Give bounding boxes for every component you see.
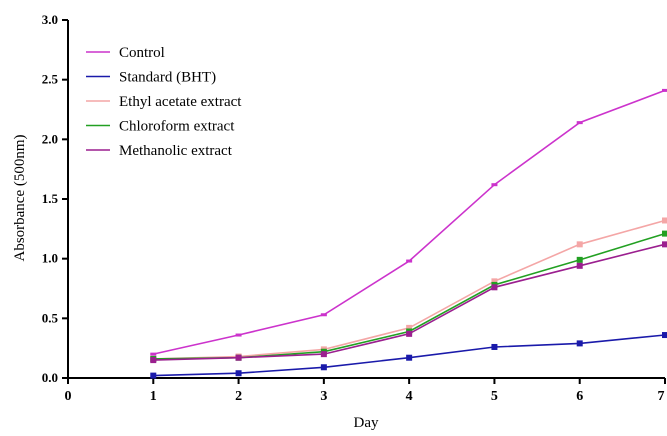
data-point	[576, 262, 583, 269]
data-point	[662, 217, 667, 224]
data-point	[320, 313, 327, 317]
x-axis-ticks: 0 1 2 3 4 5 6 7	[65, 378, 666, 404]
data-point	[491, 278, 498, 285]
y-tick-label: 2.0	[42, 131, 58, 146]
legend-item: Standard (BHT)	[86, 70, 216, 86]
data-point	[406, 330, 413, 337]
series-line	[153, 219, 666, 360]
legend-label: Control	[119, 45, 165, 61]
data-point	[662, 230, 667, 237]
series-standard-bht	[150, 332, 667, 379]
data-point	[662, 332, 667, 339]
data-point	[406, 354, 413, 361]
x-tick-label: 3	[320, 389, 327, 404]
y-tick-label: 2.5	[42, 72, 59, 87]
y-axis-ticks: 0.0 0.5 1.0 1.5 2.0 2.5 3.0	[42, 12, 68, 385]
legend-label: Methanolic extract	[119, 143, 233, 159]
data-point	[576, 340, 583, 347]
x-tick-label: 2	[235, 389, 242, 404]
legend-label: Ethyl acetate extract	[119, 94, 242, 110]
y-tick-label: 3.0	[42, 12, 58, 27]
data-point	[150, 357, 157, 364]
data-point	[235, 333, 242, 337]
data-point	[491, 343, 498, 350]
data-point	[406, 324, 413, 331]
data-point	[576, 256, 583, 263]
legend-label: Chloroform extract	[119, 119, 235, 135]
y-tick-label: 0.5	[42, 310, 59, 325]
series-control	[150, 88, 667, 356]
legend-label: Standard (BHT)	[119, 70, 216, 86]
x-tick-label: 5	[491, 389, 498, 404]
legend-item: Chloroform extract	[86, 119, 235, 135]
data-point	[150, 372, 157, 379]
data-point	[576, 121, 583, 125]
legend: Control Standard (BHT) Ethyl acetate extra…	[86, 45, 242, 159]
legend-item: Control	[86, 45, 165, 61]
series-line	[153, 232, 666, 360]
data-point	[320, 364, 327, 371]
x-tick-label: 0	[65, 389, 72, 404]
series-layer	[150, 88, 667, 379]
x-tick-label: 1	[150, 389, 157, 404]
x-tick-label: 4	[406, 389, 413, 404]
legend-item: Methanolic extract	[86, 143, 233, 159]
legend-item: Ethyl acetate extract	[86, 94, 242, 110]
y-tick-label: 0.0	[42, 370, 58, 385]
x-axis-title: Day	[354, 415, 379, 431]
data-point	[491, 284, 498, 291]
data-point	[320, 351, 327, 358]
data-point	[491, 183, 498, 187]
x-tick-label: 7	[658, 389, 665, 404]
data-point	[150, 352, 157, 356]
data-point	[662, 241, 667, 248]
series-ethyl-acetate-extract	[150, 217, 667, 362]
x-tick-label: 6	[576, 389, 583, 404]
data-point	[576, 241, 583, 248]
y-axis-title: Absorbance (500nm)	[12, 134, 28, 261]
data-point	[662, 88, 667, 92]
y-tick-label: 1.5	[42, 191, 59, 206]
y-tick-label: 1.0	[42, 251, 58, 266]
data-point	[235, 354, 242, 361]
data-point	[406, 259, 413, 263]
data-point	[235, 370, 242, 377]
series-methanolic-extract	[150, 241, 667, 364]
